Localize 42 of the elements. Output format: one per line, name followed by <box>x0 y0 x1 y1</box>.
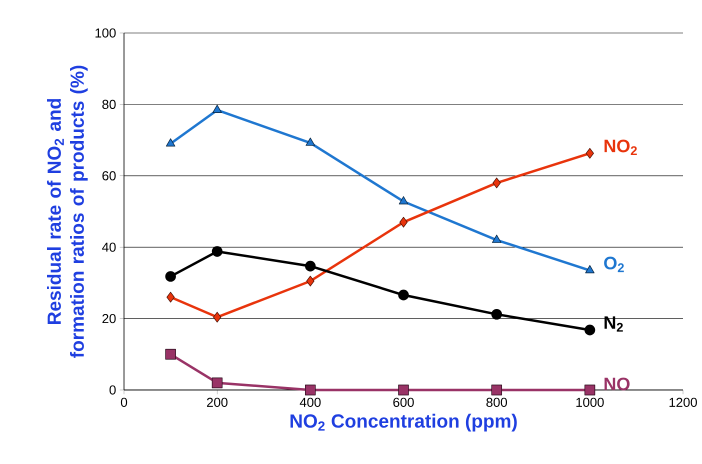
point <box>584 384 596 396</box>
x-tick-label: 200 <box>206 398 228 407</box>
y-tick-label: 20 <box>102 314 116 324</box>
point <box>306 276 314 286</box>
point <box>399 216 408 228</box>
x-tick-label: 1200 <box>670 398 697 407</box>
point <box>586 148 594 159</box>
x-axis-title: NO$_{2}$ Concentration (ppm) <box>290 414 517 432</box>
point <box>212 104 222 113</box>
point <box>398 290 409 300</box>
point <box>398 384 409 396</box>
x-tick-label: 800 <box>486 398 508 407</box>
point <box>304 260 316 272</box>
x-tick-label: 600 <box>393 398 414 407</box>
point <box>304 384 316 396</box>
x-tick-label: 0 <box>120 398 128 407</box>
point <box>166 138 176 147</box>
x-tick-label: 400 <box>300 398 321 407</box>
y-tick-label: 40 <box>102 242 116 252</box>
point <box>212 246 223 257</box>
x-tick-label: 1000 <box>576 398 604 407</box>
series-label: N$_{2}$ <box>604 316 623 332</box>
point <box>165 348 176 360</box>
series-label: O$_{2}$ <box>604 256 624 272</box>
point <box>491 384 502 396</box>
y-tick-label: 80 <box>102 100 116 109</box>
point <box>213 312 222 323</box>
series-label: NO$_{2}$ <box>604 140 637 156</box>
point <box>306 138 316 146</box>
point <box>166 292 175 303</box>
point <box>492 234 502 243</box>
series-label: NO <box>604 378 630 390</box>
point <box>165 271 176 282</box>
point <box>585 265 595 274</box>
point <box>212 377 223 388</box>
point <box>584 324 596 336</box>
point <box>492 178 501 188</box>
point <box>398 196 408 204</box>
y-tick-label: 0 <box>110 385 116 395</box>
point <box>491 308 502 320</box>
y-tick-label: 100 <box>96 28 116 38</box>
y-tick-label: 60 <box>102 171 116 180</box>
